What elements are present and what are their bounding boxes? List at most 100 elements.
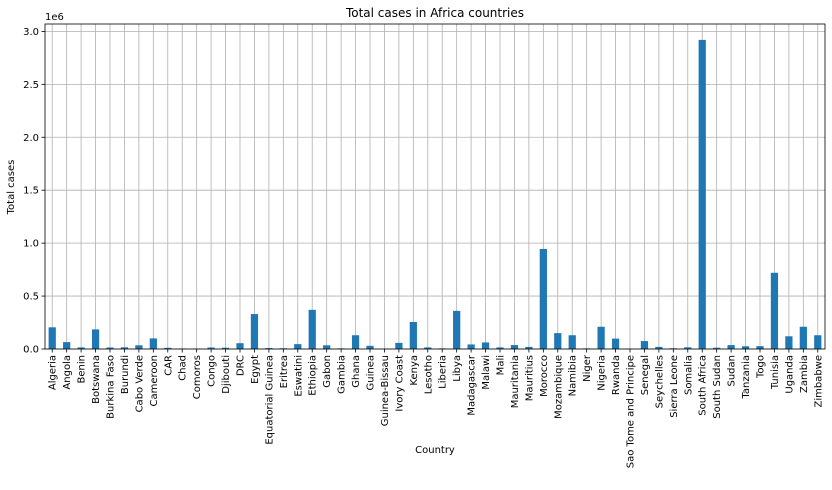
plot-area: [45, 24, 825, 349]
x-tick-label: Botswana: [91, 355, 102, 404]
x-tick-label: Ivory Coast: [394, 355, 405, 412]
x-tick-label: Tunisia: [770, 355, 781, 390]
bar: [409, 322, 417, 349]
x-tick-label: Mauritius: [524, 355, 535, 401]
bar: [366, 345, 374, 349]
bar: [135, 345, 143, 349]
x-tick-label: Ghana: [351, 355, 362, 388]
bar: [814, 335, 822, 349]
x-tick-label: CAR: [163, 355, 174, 376]
bar: [510, 345, 519, 349]
bar: [351, 335, 360, 349]
x-tick-label: Ethiopia: [308, 355, 319, 396]
bar: [525, 346, 533, 349]
bar: [698, 39, 706, 349]
x-tick-label: Angola: [62, 355, 73, 390]
bar: [655, 346, 663, 349]
bar: [741, 346, 750, 349]
bar: [785, 336, 793, 349]
bar: [294, 344, 302, 349]
bar: [63, 342, 71, 349]
bar: [265, 348, 273, 349]
x-tick-label: Gabon: [322, 355, 333, 388]
y-tick-label: 2.5: [23, 80, 39, 91]
bar: [684, 347, 692, 349]
y-tick-label: 1.5: [23, 186, 39, 197]
bar: [727, 345, 735, 349]
plot-frame: [44, 23, 826, 350]
x-tick-label: Gambia: [337, 355, 348, 394]
y-tick-label: 3.0: [23, 27, 39, 38]
x-tick-label: Eritrea: [279, 355, 290, 388]
x-tick-label: Namibia: [568, 355, 579, 396]
x-tick-label: Malawi: [481, 355, 492, 390]
x-tick-label: Guinea: [366, 355, 377, 390]
x-tick-label: Senegal: [640, 355, 651, 395]
x-tick-label: Sierra Leone: [669, 355, 680, 418]
bar: [640, 341, 649, 349]
bar: [221, 347, 230, 349]
x-tick-label: Burkina Faso: [106, 355, 117, 419]
x-tick-label: Uganda: [784, 355, 795, 394]
bar: [756, 346, 764, 349]
x-tick-label: Benin: [77, 355, 88, 383]
x-tick-label: Madagascar: [467, 354, 478, 416]
x-axis-label: Country: [415, 445, 455, 456]
x-tick-label: Rwanda: [611, 355, 622, 395]
y-tick-label: 0.0: [23, 345, 39, 356]
bar: [481, 342, 490, 349]
x-tick-label: South Africa: [698, 355, 709, 416]
x-tick-label: Nigeria: [597, 355, 608, 391]
x-tick-label: Niger: [582, 354, 593, 382]
x-tick-label: Zambia: [799, 355, 810, 393]
x-tick-label: Congo: [207, 355, 218, 387]
bar: [496, 347, 504, 349]
bar: [453, 310, 461, 349]
x-tick-label: Seychelles: [654, 355, 665, 408]
x-tick-label: Kenya: [409, 355, 420, 386]
bar: [48, 327, 56, 349]
bar: [106, 347, 114, 349]
x-tick-label: Lesotho: [423, 355, 434, 394]
x-tick-label: Eswatini: [293, 355, 304, 397]
x-tick-label: Togo: [756, 355, 767, 379]
bar: [308, 309, 316, 349]
grid: [45, 24, 825, 350]
x-tick-label: Mozambique: [553, 355, 564, 419]
x-tick-label: Comoros: [192, 355, 203, 399]
bar: [395, 342, 403, 349]
bar: [713, 347, 721, 349]
bar: [120, 347, 129, 349]
bar: [77, 347, 85, 349]
x-tick-label: Cameroon: [149, 355, 160, 406]
y-axis: 0.0 0.5 1.0 1.5 2.0 2.5 3.0: [23, 27, 45, 356]
x-tick-label: Sao Tome and Principe: [626, 355, 637, 468]
y-tick-label: 1.0: [23, 239, 39, 250]
chart-title: Total cases in Africa countries: [345, 6, 524, 20]
bar: [554, 333, 562, 349]
bar: [770, 272, 779, 349]
bar: [799, 326, 807, 349]
x-tick-label: Chad: [178, 355, 189, 381]
x-tick-label: Burundi: [120, 355, 131, 394]
bar: [539, 248, 547, 349]
x-axis: Algeria Angola Benin Botswana Burkina Faso Bu…: [48, 349, 824, 468]
bar: [207, 347, 215, 349]
y-scale-label: 1e6: [45, 12, 64, 23]
y-tick-label: 2.0: [23, 133, 39, 144]
x-tick-label: Djibouti: [221, 355, 232, 394]
x-tick-label: Libya: [452, 355, 463, 382]
x-tick-label: Equatorial Guinea: [264, 355, 275, 445]
x-tick-label: DRC: [236, 355, 247, 376]
x-tick-label: Somalia: [683, 355, 694, 395]
x-tick-label: Zimbabwe: [813, 355, 824, 408]
bar: [236, 343, 244, 349]
x-tick-label: Sudan: [727, 355, 738, 387]
x-tick-label: Guinea-Bissau: [380, 355, 391, 426]
bar: [424, 347, 432, 349]
x-tick-label: Tanzania: [741, 355, 752, 400]
x-tick-label: Algeria: [48, 355, 59, 390]
bar: [597, 326, 605, 349]
x-tick-label: Mali: [496, 355, 507, 375]
